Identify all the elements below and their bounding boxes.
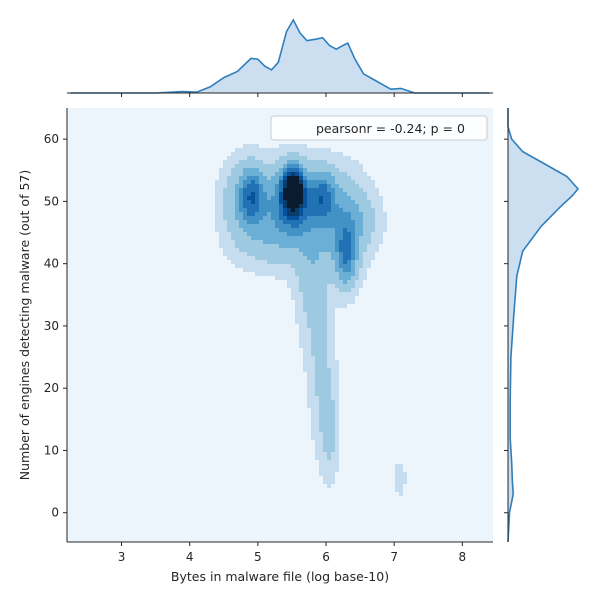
- x-tick-label: 5: [254, 550, 262, 564]
- y-tick-label: 40: [44, 257, 59, 271]
- x-marginal-plot: [67, 18, 493, 97]
- joint-plot-area: 3 4 5 6 7 8 0 10 20 30 40 50 60 Bytes in malware fi…: [17, 108, 493, 584]
- x-tick-label: 4: [186, 550, 194, 564]
- y-tick-label: 30: [44, 319, 59, 333]
- y-axis-ticks: 0 10 20 30 40 50 60: [44, 132, 67, 520]
- y-marginal-density-fill: [508, 108, 578, 542]
- x-tick-label: 6: [322, 550, 330, 564]
- kde-contour-level-8: [283, 176, 303, 212]
- y-tick-label: 50: [44, 194, 59, 208]
- y-tick-label: 60: [44, 132, 59, 146]
- y-marginal-ticks: [504, 138, 508, 514]
- x-tick-label: 3: [118, 550, 126, 564]
- y-tick-label: 10: [44, 443, 59, 457]
- y-tick-label: 20: [44, 381, 59, 395]
- x-axis-title: Bytes in malware file (log base-10): [171, 569, 389, 584]
- y-axis-title: Number of engines detecting malware (out…: [17, 170, 32, 480]
- legend-annotation: pearsonr = -0.24; p = 0: [316, 121, 465, 136]
- x-tick-label: 7: [390, 550, 398, 564]
- legend-box: [270, 115, 488, 141]
- x-tick-label: 8: [459, 550, 467, 564]
- y-marginal-density-line: [507, 108, 580, 543]
- y-tick-label: 0: [51, 506, 59, 520]
- x-axis-ticks: 3 4 5 6 7 8: [118, 542, 466, 564]
- kde-contours: [215, 144, 407, 496]
- y-marginal-plot: [504, 108, 580, 543]
- x-marginal-ticks: [121, 93, 463, 97]
- legend: pearsonr = -0.24; p = 0: [270, 115, 488, 141]
- x-marginal-density-line: [70, 18, 490, 94]
